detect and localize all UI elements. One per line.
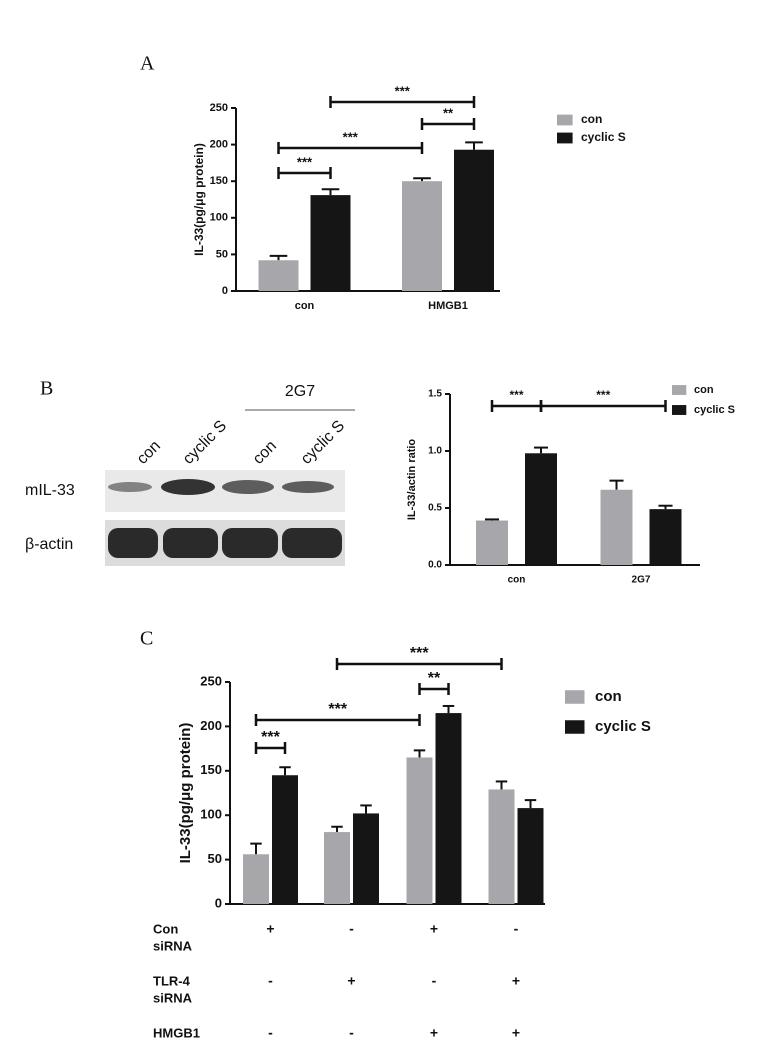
y-tick-label: 0.5	[428, 503, 442, 514]
y-tick-label: 200	[210, 139, 228, 151]
y-axis-label: IL-33/actin ratio	[406, 439, 418, 521]
bar	[454, 149, 494, 291]
blot-row-label: β-actin	[25, 536, 73, 553]
legend-swatch	[557, 132, 573, 144]
western-blot: 2G7 mIL-33 β-actin con cyclic S con cycl…	[25, 383, 355, 566]
bar	[272, 775, 298, 904]
condition-sign: -	[514, 921, 519, 937]
y-tick-label: 50	[216, 248, 228, 260]
panel-label: A	[140, 53, 155, 75]
condition-sign: -	[268, 973, 273, 989]
y-tick-label: 250	[200, 673, 222, 688]
condition-sign: -	[349, 921, 354, 937]
band	[108, 528, 158, 558]
condition-sign: +	[512, 973, 520, 989]
y-tick-label: 0.0	[428, 560, 442, 571]
legend-label: con	[595, 688, 622, 705]
condition-sign: +	[266, 921, 274, 937]
blot-row-label: mIL-33	[25, 482, 75, 499]
y-tick-label: 1.0	[428, 446, 442, 457]
condition-sign: -	[349, 1025, 354, 1041]
bar	[310, 195, 351, 291]
bar	[488, 789, 515, 904]
condition-sign: +	[430, 921, 438, 937]
significance-label: **	[428, 670, 441, 687]
band	[282, 481, 334, 493]
bar	[649, 509, 682, 565]
x-tick-label: con	[295, 300, 315, 312]
legend-label: con	[694, 384, 714, 396]
y-tick-label: 100	[210, 212, 228, 224]
legend-swatch	[565, 690, 585, 704]
lane-label: con	[250, 438, 280, 468]
band	[161, 479, 215, 495]
y-axis-label: IL-33(pg/μg protein)	[192, 143, 206, 256]
significance-label: ***	[395, 83, 411, 98]
condition-label: HMGB1	[153, 1025, 200, 1040]
bar	[324, 832, 350, 904]
band	[108, 482, 152, 492]
y-tick-label: 1.5	[428, 389, 442, 400]
bar	[258, 260, 299, 291]
significance-label: ***	[509, 388, 523, 402]
band	[222, 528, 278, 558]
y-tick-label: 250	[210, 102, 228, 114]
lane-label: con	[134, 438, 164, 468]
condition-sign: -	[268, 1025, 273, 1041]
x-tick-label: HMGB1	[428, 300, 468, 312]
bar	[402, 181, 442, 291]
treatment-label: 2G7	[285, 383, 315, 400]
y-axis-label: IL-33(pg/μg protein)	[177, 723, 194, 864]
lane-label: cyclic S	[180, 417, 230, 467]
condition-sign: +	[430, 1025, 438, 1041]
condition-sign: +	[347, 973, 355, 989]
legend-swatch	[672, 385, 687, 395]
condition-sign: +	[512, 1025, 520, 1041]
condition-sign: -	[432, 973, 437, 989]
band	[222, 480, 274, 494]
legend-swatch	[672, 405, 687, 415]
bar	[517, 808, 544, 904]
panel-label: B	[40, 378, 53, 400]
legend-label: cyclic S	[581, 130, 626, 144]
bar	[243, 854, 269, 904]
bar	[525, 453, 557, 565]
y-tick-label: 150	[210, 175, 228, 187]
condition-label: siRNA	[153, 990, 193, 1005]
x-tick-label: 2G7	[632, 575, 651, 586]
y-tick-label: 0	[222, 285, 228, 297]
condition-label: TLR-4	[153, 973, 191, 988]
y-tick-label: 50	[208, 851, 222, 866]
band	[282, 528, 342, 558]
significance-label: **	[443, 105, 454, 120]
x-tick-label: con	[508, 575, 526, 586]
panel-label: C	[140, 628, 153, 650]
significance-label: ***	[328, 701, 347, 718]
bar	[353, 813, 379, 904]
y-tick-label: 150	[200, 762, 222, 777]
bar	[600, 489, 633, 565]
legend-label: cyclic S	[694, 404, 735, 416]
significance-label: ***	[410, 645, 429, 662]
condition-label: siRNA	[153, 938, 193, 953]
bar	[406, 757, 433, 904]
y-tick-label: 200	[200, 718, 222, 733]
significance-label: ***	[596, 388, 610, 402]
y-tick-label: 100	[200, 807, 222, 822]
legend-label: cyclic S	[595, 718, 651, 735]
bar	[435, 713, 462, 904]
legend-swatch	[565, 720, 585, 734]
bar	[476, 520, 508, 565]
condition-label: Con	[153, 921, 178, 936]
legend-swatch	[557, 114, 573, 126]
significance-label: ***	[261, 729, 280, 746]
band	[163, 528, 218, 558]
lane-label: cyclic S	[298, 417, 348, 467]
y-tick-label: 0	[215, 895, 222, 910]
significance-label: ***	[297, 154, 313, 169]
significance-label: ***	[343, 129, 359, 144]
legend-label: con	[581, 112, 602, 126]
